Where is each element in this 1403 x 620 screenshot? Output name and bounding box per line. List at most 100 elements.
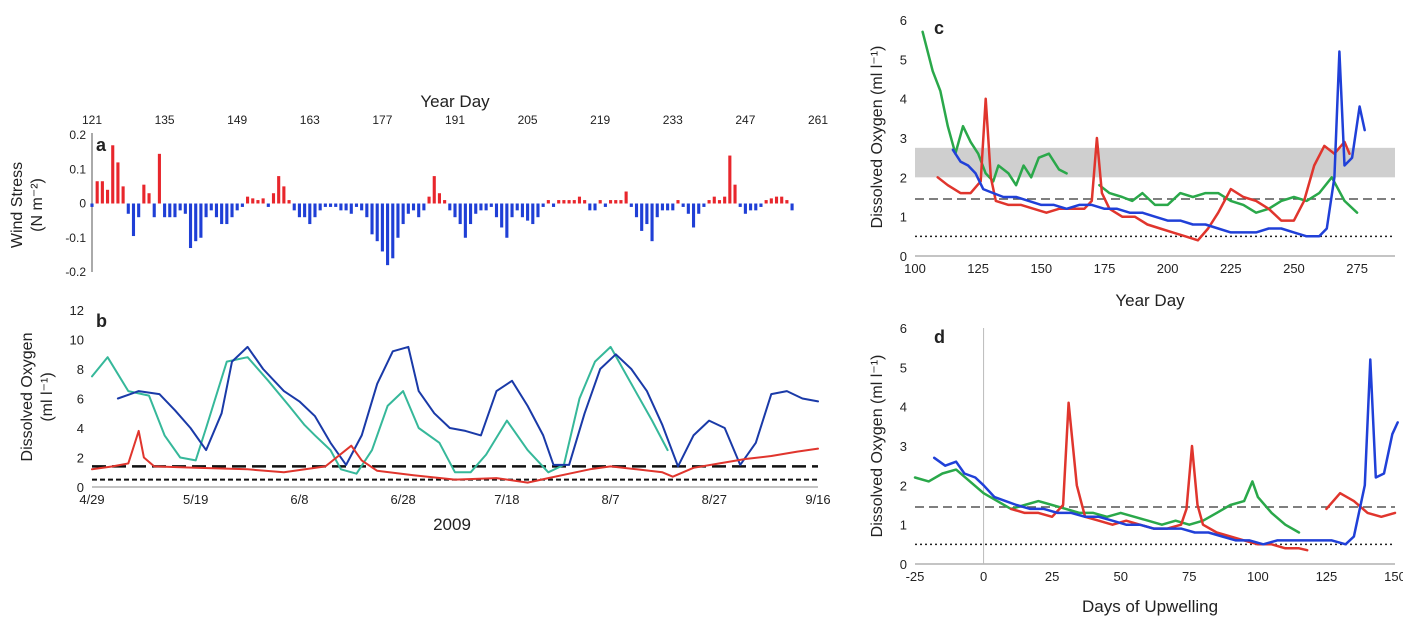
panel-c-x-tick-label: 225 — [1220, 261, 1242, 276]
wind-stress-bar — [759, 203, 763, 207]
panel-d-ylabel: Dissolved Oxygen (ml l⁻¹) — [869, 355, 886, 538]
wind-stress-bar — [100, 181, 104, 204]
wind-stress-bar — [572, 200, 576, 204]
panel-b-letter: b — [96, 311, 107, 331]
panel-d-y-tick-label: 6 — [900, 321, 907, 336]
wind-stress-bar — [380, 203, 384, 252]
wind-stress-bar — [318, 203, 322, 211]
panel-d-x-tick-label: -25 — [906, 569, 925, 584]
panel-a-top-tick-label: 149 — [227, 113, 247, 127]
panel-c-x-tick-label: 175 — [1094, 261, 1116, 276]
wind-stress-bar — [282, 186, 286, 204]
wind-stress-bar — [121, 186, 125, 204]
wind-stress-bar — [780, 196, 784, 204]
wind-stress-bar — [251, 198, 255, 204]
panel-d-x-tick-label: 50 — [1113, 569, 1127, 584]
panel-a-top-tick-label: 219 — [590, 113, 610, 127]
panel-c-series-line — [936, 97, 1351, 242]
wind-stress-bar — [168, 203, 172, 218]
wind-stress-bar — [323, 203, 327, 207]
wind-stress-bar — [655, 203, 659, 218]
wind-stress-bar — [188, 203, 193, 249]
wind-stress-bar — [598, 200, 602, 204]
wind-stress-bar — [484, 203, 488, 211]
wind-stress-bar — [453, 203, 457, 218]
wind-stress-bar — [157, 153, 161, 204]
wind-stress-bar — [723, 196, 727, 204]
wind-stress-bar — [427, 196, 431, 204]
wind-stress-bar — [194, 203, 198, 242]
panel-a-top-tick-label: 191 — [445, 113, 465, 127]
wind-stress-bar — [463, 203, 467, 238]
wind-stress-bar — [671, 203, 675, 211]
panel-c-x-ticks: 100 125 150 175 200 225 250 275 — [904, 261, 1368, 276]
panel-b-series-line — [116, 345, 819, 468]
wind-stress-bar — [308, 203, 312, 225]
wind-stress-bar — [401, 203, 405, 225]
panel-c-letter: c — [934, 18, 944, 38]
wind-stress-bar — [261, 198, 265, 204]
wind-stress-bar — [666, 203, 670, 211]
panel-a-top-tick-label: 135 — [155, 113, 175, 127]
panel-b-x-tick-label: 6/28 — [390, 492, 415, 507]
wind-stress-bar — [432, 176, 436, 204]
wind-stress-bar — [422, 203, 426, 211]
panel-c-x-tick-label: 100 — [904, 261, 926, 276]
wind-stress-bar — [469, 203, 473, 225]
panel-d-x-tick-label: 0 — [980, 569, 987, 584]
wind-stress-bar — [479, 203, 483, 211]
wind-stress-bar — [266, 203, 270, 207]
wind-stress-bar — [603, 203, 607, 207]
wind-stress-bar — [505, 203, 509, 238]
wind-stress-bar — [230, 203, 234, 218]
panel-d-x-tick-label: 25 — [1045, 569, 1059, 584]
wind-stress-bar — [567, 200, 571, 204]
wind-stress-bar — [163, 203, 167, 218]
wind-stress-bar — [256, 200, 260, 204]
wind-stress-bar — [697, 203, 701, 214]
panel-d-letter: d — [934, 327, 945, 347]
wind-stress-bar — [235, 203, 239, 211]
panel-c-shaded-band — [915, 147, 1395, 178]
panel-b-x-ticks: 4/29 5/19 6/8 6/28 7/18 8/7 8/27 9/16 — [79, 492, 830, 507]
wind-stress-bar — [448, 203, 452, 211]
panel-a-y-tick-label: 0.1 — [69, 162, 86, 176]
panel-d-y-tick-label: 1 — [900, 518, 907, 533]
panel-c-ylabel: Dissolved Oxygen (ml l⁻¹) — [869, 46, 886, 229]
panel-c: 6 5 4 3 2 1 0 100 125 150 175 200 225 250 275 c Year … — [869, 13, 1395, 310]
wind-stress-bar — [764, 200, 768, 204]
wind-stress-bar — [754, 203, 758, 211]
wind-stress-bar — [126, 203, 130, 214]
wind-stress-bar — [712, 196, 716, 204]
wind-stress-bar — [717, 200, 722, 204]
panel-b-y-tick-label: 10 — [70, 333, 84, 348]
wind-stress-bar — [220, 203, 224, 225]
wind-stress-bar — [707, 200, 711, 204]
panel-a-letter: a — [96, 135, 107, 155]
panel-b: 12 10 8 6 4 2 0 4/29 5/19 6/8 6/28 7/18 8/7 8/27 9/16… — [19, 303, 831, 534]
panel-b-series — [91, 345, 819, 484]
panel-b-y-tick-label: 2 — [77, 451, 84, 466]
panel-b-y-tick-label: 0 — [77, 480, 84, 495]
panel-d-y-ticks: 6 5 4 3 2 1 0 — [900, 321, 907, 572]
wind-stress-bar — [111, 145, 115, 204]
wind-stress-bar — [510, 203, 514, 218]
wind-stress-bar — [417, 203, 421, 218]
wind-stress-bar — [292, 203, 296, 211]
wind-stress-bar — [541, 203, 545, 207]
wind-stress-bar — [106, 189, 110, 204]
wind-stress-bar — [199, 203, 203, 238]
wind-stress-bar — [287, 200, 291, 204]
wind-stress-bar — [339, 203, 343, 211]
wind-stress-bar — [551, 203, 556, 207]
wind-stress-bar — [142, 184, 146, 204]
wind-stress-bar — [676, 200, 680, 204]
wind-stress-bar — [749, 203, 753, 211]
wind-stress-bar — [474, 203, 478, 214]
panel-d-xlabel: Days of Upwelling — [1082, 597, 1218, 616]
wind-stress-bar — [437, 193, 441, 204]
wind-stress-bar — [458, 203, 462, 225]
panel-a-y-tick-label: -0.1 — [65, 231, 86, 245]
wind-stress-bar — [370, 203, 374, 235]
